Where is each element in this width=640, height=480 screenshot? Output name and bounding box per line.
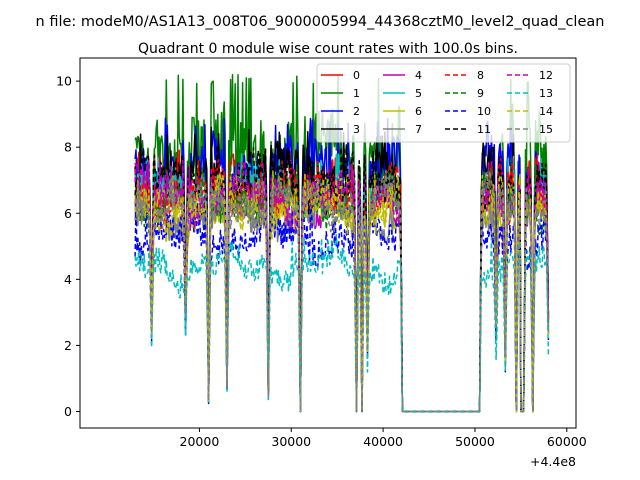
plot-frame xyxy=(79,57,577,429)
series-line-13 xyxy=(134,233,550,413)
x-axis-offset-label: +4.4e8 xyxy=(530,454,576,469)
y-tick-label: 10 xyxy=(56,74,72,89)
figure-suptitle: n file: modeM0/AS1A13_008T06_9000005994_… xyxy=(36,14,605,30)
y-tick-label: 6 xyxy=(64,206,72,221)
legend-label-4: 4 xyxy=(415,69,422,82)
legend-label-10: 10 xyxy=(477,105,491,118)
x-tick-label: 60000 xyxy=(547,434,587,449)
y-tick-label: 2 xyxy=(64,338,72,353)
x-tick-label: 20000 xyxy=(180,434,220,449)
chart-title: Quadrant 0 module wise count rates with … xyxy=(138,41,518,57)
x-tick-label: 40000 xyxy=(363,434,403,449)
legend-label-8: 8 xyxy=(477,69,484,82)
y-tick-label: 8 xyxy=(64,140,72,155)
legend-label-5: 5 xyxy=(415,87,422,100)
legend-label-6: 6 xyxy=(415,105,422,118)
legend-label-11: 11 xyxy=(477,123,491,136)
legend-label-14: 14 xyxy=(539,105,553,118)
legend-label-1: 1 xyxy=(353,87,360,100)
y-tick-label: 4 xyxy=(64,272,72,287)
legend-label-9: 9 xyxy=(477,87,484,100)
legend-label-15: 15 xyxy=(539,123,553,136)
legend-label-12: 12 xyxy=(539,69,553,82)
legend-label-0: 0 xyxy=(353,69,360,82)
x-tick-label: 30000 xyxy=(271,434,311,449)
series-line-14 xyxy=(134,170,550,413)
legend-box xyxy=(316,63,571,143)
legend-label-2: 2 xyxy=(353,105,360,118)
series-line-15 xyxy=(134,169,550,413)
x-tick-label: 50000 xyxy=(455,434,495,449)
legend-label-7: 7 xyxy=(415,123,422,136)
legend-label-3: 3 xyxy=(353,123,360,136)
y-tick-label: 0 xyxy=(64,404,72,419)
legend-label-13: 13 xyxy=(539,87,553,100)
series-layer xyxy=(134,73,550,413)
series-line-12 xyxy=(134,159,550,413)
